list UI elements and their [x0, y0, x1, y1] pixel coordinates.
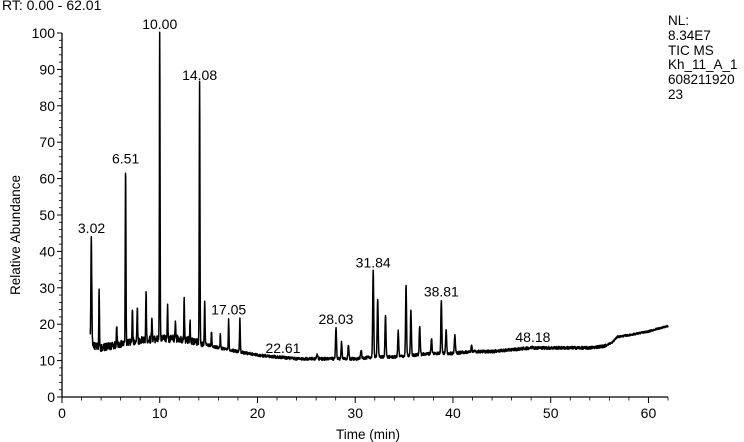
peak-label: 48.18 — [515, 329, 550, 345]
peak-label: 28.03 — [318, 311, 353, 327]
sample-id-line-2: 23 — [668, 86, 684, 102]
y-tick-label: 70 — [39, 134, 55, 150]
y-tick-label: 10 — [39, 353, 55, 369]
x-axis-title: Time (min) — [336, 427, 400, 442]
y-tick-label: 30 — [39, 280, 55, 296]
trace-type: TIC MS — [668, 42, 714, 58]
nl-label: NL: — [668, 13, 690, 28]
peak-label: 3.02 — [78, 220, 105, 236]
x-tick-label: 0 — [58, 405, 66, 421]
x-tick-label: 40 — [445, 405, 461, 421]
peak-label: 38.81 — [424, 284, 459, 300]
x-tick-label: 30 — [347, 405, 363, 421]
x-tick-label: 60 — [641, 405, 657, 421]
nl-value: 8.34E7 — [668, 27, 711, 43]
peak-label: 14.08 — [182, 67, 217, 83]
peak-label: 17.05 — [211, 302, 246, 318]
y-axis-title: Relative Abundance — [8, 175, 23, 295]
peak-label: 31.84 — [356, 254, 391, 270]
trace-info-block: NL: 8.34E7 TIC MS Kh_11_A_1 608211920 23 — [668, 13, 738, 103]
y-tick-label: 50 — [39, 207, 55, 223]
peak-label: 10.00 — [142, 16, 177, 32]
x-tick-label: 20 — [250, 405, 266, 421]
y-tick-label: 40 — [39, 243, 55, 259]
y-tick-label: 80 — [39, 98, 55, 114]
sample-id-line-1: 608211920 — [668, 72, 735, 88]
peak-label: 6.51 — [112, 151, 139, 167]
y-tick-label: 0 — [47, 389, 55, 405]
tic-trace-line — [89, 31, 669, 361]
x-tick-label: 50 — [543, 405, 559, 421]
x-tick-label: 10 — [152, 405, 168, 421]
y-tick-label: 60 — [39, 171, 55, 187]
y-tick-label: 20 — [39, 316, 55, 332]
peak-labels: 3.02 6.51 10.00 14.08 17.05 22.61 28.03 31.84 38… — [78, 16, 551, 356]
sample-name: Kh_11_A_1 — [668, 57, 738, 73]
peak-label: 22.61 — [265, 340, 300, 356]
y-tick-label: 100 — [32, 25, 56, 41]
axis-ticks: 0 10 20 30 40 50 60 70 80 90 100 0 10 20 30 40 50 60 — [32, 25, 669, 421]
y-tick-label: 90 — [39, 61, 55, 77]
rt-range-label: RT: 0.00 - 62.01 — [2, 0, 102, 13]
